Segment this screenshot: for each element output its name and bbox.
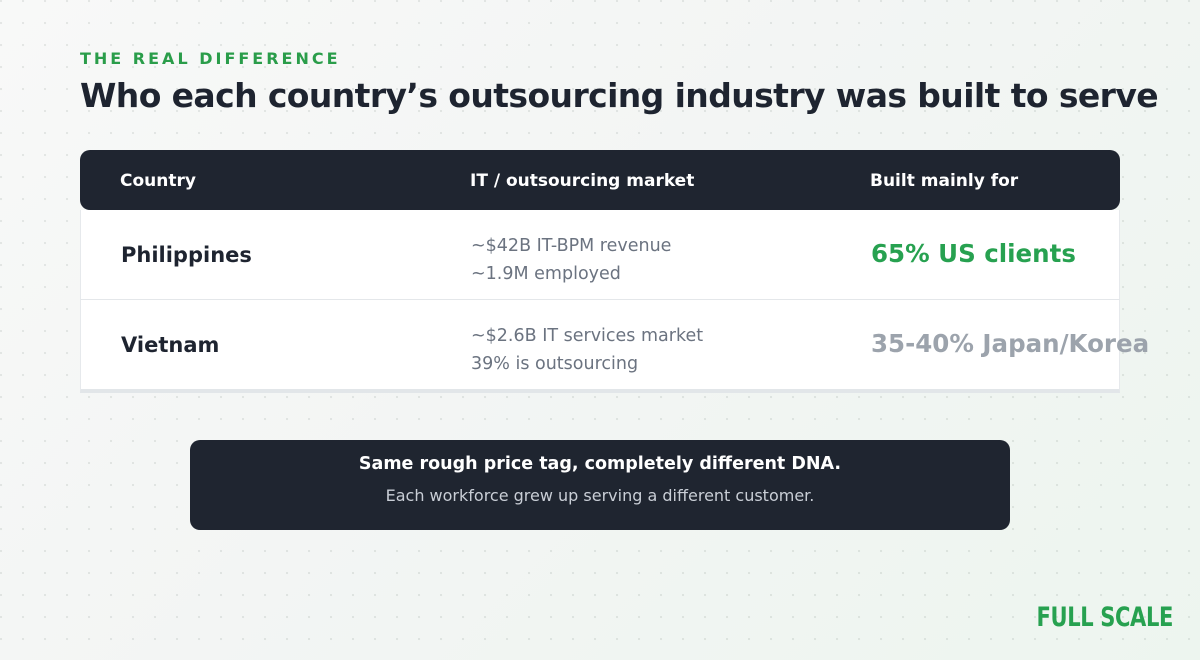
market-line-1: ~$2.6B IT services market [471,326,704,346]
market-line-2: ~1.9M employed [471,264,621,284]
built-for-cell: 65% US clients [871,239,1076,268]
brand-logo: FULL SCALE [1036,602,1174,633]
table-row: Vietnam ~$2.6B IT services market 39% is… [80,300,1149,393]
market-cell: ~$42B IT-BPM revenue ~1.9M employed [471,232,671,288]
market-line-1: ~$42B IT-BPM revenue [471,236,672,256]
eyebrow-label: THE REAL DIFFERENCE [80,49,341,68]
table-header: Country IT / outsourcing market Built ma… [80,150,1120,210]
callout-box: Same rough price tag, completely differe… [190,440,1010,530]
page-title: Who each country’s outsourcing industry … [80,76,1159,115]
column-header-country: Country [120,171,196,191]
comparison-table: Country IT / outsourcing market Built ma… [80,150,1149,393]
market-line-2: 39% is outsourcing [471,354,639,374]
callout-subtext: Each workforce grew up serving a differe… [385,486,815,505]
built-for-cell: 35-40% Japan/Korea [871,329,1150,358]
country-cell: Philippines [121,243,252,267]
country-cell: Vietnam [121,333,220,357]
column-header-built-for: Built mainly for [870,171,1019,191]
callout-headline: Same rough price tag, completely differe… [358,454,842,474]
market-cell: ~$2.6B IT services market 39% is outsour… [471,322,703,378]
column-header-market: IT / outsourcing market [470,171,695,191]
table-row: Philippines ~$42B IT-BPM revenue ~1.9M e… [80,210,1120,300]
